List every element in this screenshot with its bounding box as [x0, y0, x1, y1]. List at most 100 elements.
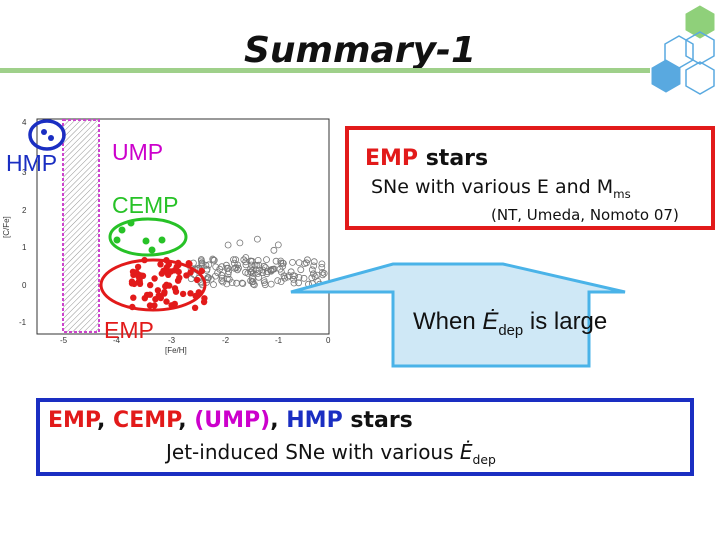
normal-star-point	[295, 273, 303, 281]
normal-star-point	[228, 279, 236, 287]
normal-star-point	[318, 268, 326, 276]
emp-star-point	[130, 294, 137, 301]
normal-star-point	[230, 256, 237, 264]
normal-star-point	[254, 270, 262, 278]
normal-star-point	[242, 258, 250, 266]
slide-title: Summary-1	[243, 30, 477, 71]
hatched-band-border	[62, 119, 100, 333]
y-tick-label: 3	[22, 168, 27, 177]
normal-star-point	[277, 278, 285, 286]
stars-term: stars	[418, 146, 489, 171]
y-axis-label: [C/Fe]	[2, 216, 11, 238]
normal-star-point	[198, 261, 206, 268]
separator: ,	[270, 408, 287, 433]
cemp-term: CEMP	[113, 408, 179, 433]
bottom-line2-text: Jet-induced SNe with various	[166, 440, 460, 464]
normal-star-point	[239, 280, 247, 288]
callout-prefix: When	[413, 308, 483, 335]
normal-star-point	[295, 279, 303, 287]
normal-star-point	[242, 268, 249, 276]
hmp-star-point	[48, 135, 54, 141]
normal-star-point	[308, 266, 316, 274]
normal-star-point	[279, 259, 287, 267]
normal-star-point	[198, 259, 206, 267]
normal-star-point	[223, 280, 231, 288]
emp-star-point	[146, 291, 154, 298]
emp-stars-box: EMP stars SNe with various E and Mms (NT…	[345, 126, 715, 230]
normal-star-point	[267, 280, 275, 288]
cemp-star-point	[142, 237, 150, 245]
normal-star-point	[289, 258, 296, 266]
callout-suffix: is large	[523, 308, 608, 335]
normal-star-point	[211, 272, 219, 280]
emp-label: EMP	[104, 317, 154, 343]
mass-subscript: ms	[613, 186, 631, 201]
emp-star-point	[179, 290, 187, 298]
emp-box-line2: SNe with various E and Mms	[371, 176, 631, 201]
normal-star-point	[209, 256, 217, 264]
normal-star-point	[318, 263, 326, 271]
normal-star-point	[210, 281, 217, 289]
emp-star-point	[158, 270, 165, 277]
emp-star-point	[151, 302, 158, 309]
normal-star-point	[259, 266, 267, 274]
bottom-box-heading: EMP, CEMP, (UMP), HMP stars	[48, 408, 413, 433]
normal-star-point	[290, 279, 298, 287]
emp-star-point	[173, 263, 180, 271]
emp-box-line2-text: SNe with various E and M	[371, 176, 614, 198]
normal-star-point	[255, 273, 263, 281]
ump-label: UMP	[112, 139, 164, 165]
edep-subscript: dep	[498, 322, 524, 339]
edep-symbol: Ė	[459, 440, 473, 464]
y-tick-label: 1	[22, 243, 27, 252]
normal-star-point	[205, 261, 213, 269]
emp-star-point	[171, 285, 179, 292]
normal-star-point	[218, 271, 226, 279]
hexagon-outline-bottom	[685, 61, 715, 95]
edep-subscript: dep	[472, 452, 496, 467]
normal-star-point	[253, 235, 261, 243]
normal-star-point	[285, 272, 293, 280]
normal-star-points	[187, 235, 328, 289]
normal-star-point	[218, 277, 226, 285]
x-tick-label: -4	[113, 336, 121, 345]
normal-star-point	[234, 266, 241, 274]
citation: (NT, Umeda, Nomoto 07)	[491, 206, 679, 224]
normal-star-point	[259, 269, 267, 277]
arrow-callout-shape	[290, 262, 626, 368]
normal-star-point	[318, 260, 326, 268]
normal-star-point	[253, 262, 261, 269]
normal-star-point	[235, 264, 242, 272]
normal-star-point	[240, 256, 248, 264]
normal-star-point	[300, 274, 308, 282]
emp-star-point	[174, 277, 182, 284]
callout-text: When Ėdep is large	[413, 308, 607, 339]
emp-star-point	[201, 295, 208, 302]
normal-star-point	[272, 257, 280, 265]
separator: ,	[178, 408, 195, 433]
normal-star-point	[216, 265, 224, 273]
hmp-marker-ellipse	[28, 119, 66, 151]
emp-star-point	[167, 268, 175, 275]
normal-star-point	[236, 239, 244, 247]
x-tick-label: 0	[326, 336, 331, 345]
normal-star-point	[232, 264, 240, 272]
cemp-star-point	[113, 236, 121, 244]
normal-star-point	[224, 241, 232, 249]
normal-star-point	[204, 273, 212, 281]
normal-star-point	[263, 270, 271, 278]
y-tick-label: 0	[22, 281, 27, 290]
emp-star-point	[154, 287, 162, 294]
emp-star-points	[128, 256, 208, 311]
x-tick-label: -2	[222, 336, 230, 345]
normal-star-point	[270, 246, 278, 254]
hatched-band	[63, 120, 99, 332]
normal-star-point	[284, 273, 292, 281]
normal-star-point	[320, 269, 328, 277]
normal-star-point	[309, 270, 317, 278]
emp-term: EMP	[365, 146, 419, 171]
emp-term: EMP	[48, 408, 98, 433]
normal-star-point	[248, 278, 256, 285]
emp-star-point	[141, 295, 148, 302]
cemp-star-points	[113, 219, 166, 254]
